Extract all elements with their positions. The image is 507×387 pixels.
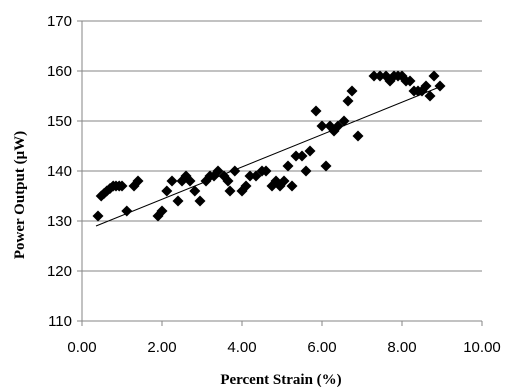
data-point [424, 90, 436, 102]
y-tick-label: 170 [47, 13, 72, 30]
y-tick-label: 110 [48, 313, 72, 330]
x-tick-label: 0.00 [67, 339, 96, 356]
data-point [290, 150, 302, 162]
data-point [244, 170, 256, 182]
data-point [132, 175, 144, 187]
data-point [296, 150, 308, 162]
x-tick-label: 2.00 [147, 339, 176, 356]
y-tick-label: 130 [47, 213, 72, 230]
x-tick-label: 8.00 [387, 339, 416, 356]
data-point [420, 80, 432, 92]
y-tick-label: 160 [47, 63, 72, 80]
data-point [240, 180, 252, 192]
trendline-group [95, 85, 443, 227]
data-point [338, 115, 350, 127]
data-point [286, 180, 298, 192]
data-point [229, 165, 241, 177]
data-point [282, 160, 294, 172]
data-point [434, 80, 446, 92]
data-point [352, 130, 364, 142]
data-point [189, 185, 201, 197]
data-point [116, 180, 128, 192]
x-tick-label: 4.00 [227, 339, 256, 356]
gridlines [82, 20, 482, 322]
trendline [95, 85, 443, 227]
data-point [346, 85, 358, 97]
y-tick-label: 140 [47, 163, 72, 180]
data-point [404, 75, 416, 87]
tick-labels: 110 120 130 140 150 160 170 0.00 2.00 4.00 6.00 8.0… [47, 13, 501, 356]
y-axis-title: Power Output (μW) [12, 131, 28, 259]
data-point [260, 165, 272, 177]
data-point [184, 175, 196, 187]
y-tick-label: 150 [47, 113, 72, 130]
x-axis-title: Percent Strain (%) [220, 372, 341, 387]
data-point [320, 160, 332, 172]
data-point [156, 205, 168, 217]
data-point [222, 175, 234, 187]
data-point [278, 175, 290, 187]
x-tick-label: 10.00 [463, 339, 501, 356]
data-point [194, 195, 206, 207]
data-point [428, 70, 440, 82]
data-point [300, 165, 312, 177]
data-point [368, 70, 380, 82]
data-point [374, 70, 386, 82]
data-point [316, 120, 328, 132]
axes [77, 20, 483, 326]
data-point [172, 195, 184, 207]
data-point [121, 205, 133, 217]
data-point [304, 145, 316, 157]
x-tick-label: 6.00 [307, 339, 336, 356]
y-tick-label: 120 [47, 263, 72, 280]
data-point [310, 105, 322, 117]
data-points [92, 70, 446, 222]
data-point [92, 210, 104, 222]
data-point [342, 95, 354, 107]
data-point [224, 185, 236, 197]
data-point [161, 185, 173, 197]
data-point [166, 175, 178, 187]
